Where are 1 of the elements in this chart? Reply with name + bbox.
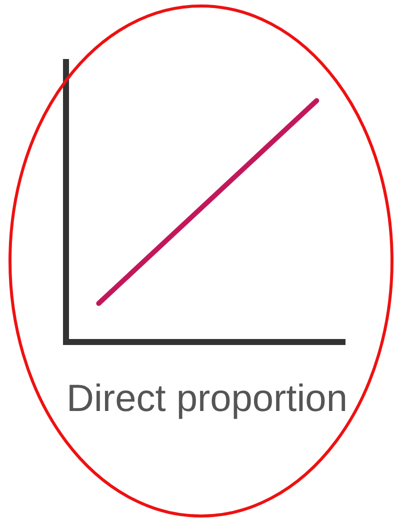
text: Direct proportion xyxy=(66,378,348,421)
